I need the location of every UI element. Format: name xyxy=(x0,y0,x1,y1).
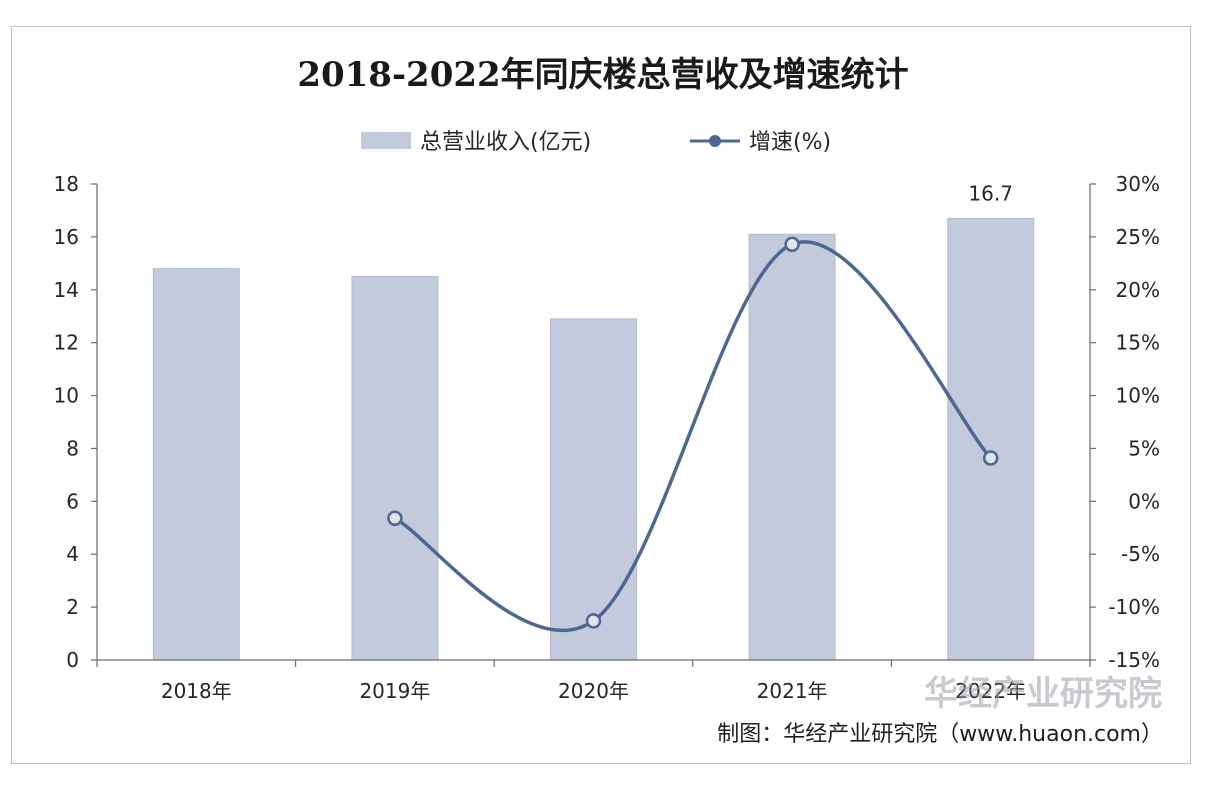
growth-point-2020年 xyxy=(585,613,602,629)
bar-2019年 xyxy=(351,276,439,661)
left-tick-label: 16 xyxy=(54,225,79,249)
left-tick-label: 8 xyxy=(66,436,79,460)
credit-text: 制图：华经产业研究院（www.huaon.com） xyxy=(717,722,1163,747)
right-tick-label: 25% xyxy=(1116,225,1160,249)
bar-series xyxy=(152,217,1035,661)
bar-2022年 xyxy=(947,217,1035,661)
right-tick-label: 0% xyxy=(1128,489,1160,513)
right-tick-label: 30% xyxy=(1116,172,1160,196)
legend-bar-swatch xyxy=(361,132,411,149)
legend: 总营业收入(亿元) 增速(%) xyxy=(361,130,831,155)
left-axis-ticks: 0 2 4 6 8 10 12 14 16 18 xyxy=(54,172,97,672)
legend-line-marker xyxy=(709,135,721,147)
growth-point-2021年 xyxy=(784,236,800,253)
x-label-2020年: 2020年 xyxy=(558,679,629,703)
left-tick-label: 2 xyxy=(66,595,79,619)
right-tick-label: -5% xyxy=(1121,542,1160,566)
x-label-2018年: 2018年 xyxy=(161,679,232,703)
bar-2018年 xyxy=(152,268,240,661)
left-tick-label: 14 xyxy=(54,278,79,302)
growth-point-2019年 xyxy=(387,510,403,527)
x-label-2021年: 2021年 xyxy=(757,679,828,703)
bar-2020年 xyxy=(550,318,637,661)
x-label-2022年: 2022年 xyxy=(955,679,1026,703)
watermark-text: 华经产业研究院 xyxy=(924,674,1162,714)
growth-point-2022年 xyxy=(982,450,999,466)
right-tick-label: 15% xyxy=(1116,331,1160,355)
chart-title: 2018-2022年同庆楼总营收及增速统计 xyxy=(297,55,908,95)
data-labels: 16.7 xyxy=(968,181,1013,205)
left-tick-label: 4 xyxy=(66,542,79,566)
right-tick-label: 5% xyxy=(1128,436,1160,460)
bar-2021年 xyxy=(748,233,836,661)
right-tick-label: 20% xyxy=(1116,278,1160,302)
x-axis-labels: 2018年 2019年 2020年 2021年 2022年 xyxy=(161,679,1026,703)
right-tick-label: 10% xyxy=(1116,384,1160,408)
left-tick-label: 18 xyxy=(54,172,79,196)
growth-line-series xyxy=(387,236,999,632)
data-label-2022年: 16.7 xyxy=(968,181,1013,205)
legend-line-label: 增速(%) xyxy=(749,130,831,155)
left-tick-label: 6 xyxy=(66,489,79,513)
right-axis-ticks: -15% -10% -5% 0% 5% 10% 15% 20% 25% 30% xyxy=(1090,172,1160,672)
left-tick-label: 12 xyxy=(54,331,79,355)
right-tick-label: -10% xyxy=(1108,595,1160,619)
left-tick-label: 10 xyxy=(54,384,79,408)
growth-line xyxy=(393,240,993,632)
axes xyxy=(96,184,1091,667)
x-label-2019年: 2019年 xyxy=(359,679,430,703)
right-tick-label: -15% xyxy=(1108,648,1160,672)
left-tick-label: 0 xyxy=(66,648,79,672)
legend-bar-label: 总营业收入(亿元) xyxy=(420,130,591,155)
